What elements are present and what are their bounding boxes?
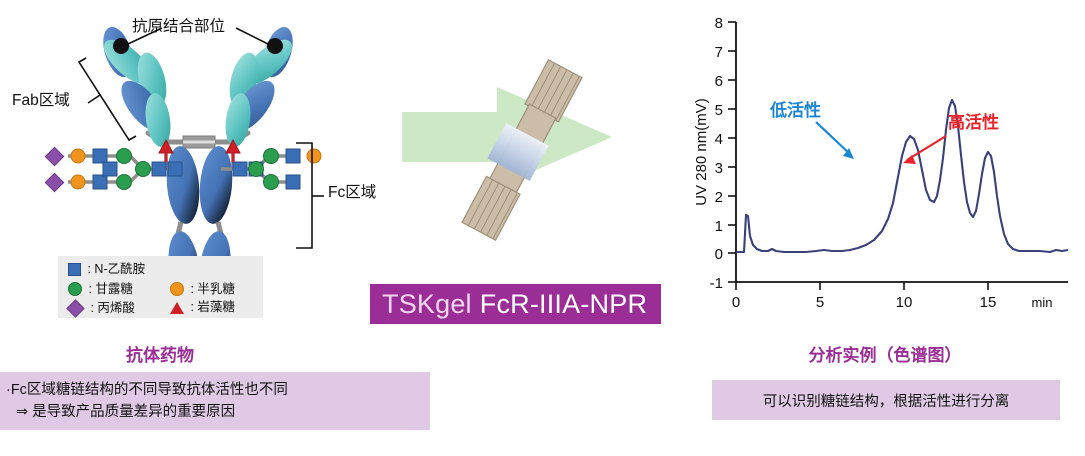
annotation-high-activity-label: 高活性 [948,112,999,132]
legend-item-n-acetyl: : N‑乙酰胺 [68,262,146,277]
legend-item-mannose: : 甘露糖 [68,282,133,296]
svg-text:2: 2 [715,189,723,206]
green-circle-icon [68,282,82,296]
chart-note-box: 可以识别糖链结构，根据活性进行分离 [712,380,1060,420]
antibody-diagram: 抗原结合部位 Fab区域 Fc区域 : N‑乙酰胺 : 甘露糖 : 半乳糖 : … [0,0,400,335]
y-axis-title: UV 280 nm(mV) [693,98,710,206]
annotation-low-activity-arrow [815,121,854,159]
legend-label: : 甘露糖 [88,281,133,296]
antigen-binding-site-label: 抗原结合部位 [132,18,226,35]
chromatogram-trace [736,98,1069,254]
fab-arm-left [103,26,171,147]
svg-text:8: 8 [715,15,723,32]
svg-text:1: 1 [715,218,723,235]
svg-text:7: 7 [715,44,723,61]
antibody-note-line-1: ·Fc区域糖链结构的不同导致抗体活性也不同 [6,382,288,398]
column-svg [402,59,612,241]
brand-product-label: FcR-IIIA-NPR [479,288,648,319]
y-axis-tick-labels: 8 7 6 5 4 3 2 1 0 -1 [710,15,723,292]
legend-item-fucose: : 岩藻糖 [170,301,235,314]
column-packing-window [487,123,549,181]
hplc-column-graphic [362,40,682,295]
legend-label: : 半乳糖 [190,281,235,296]
svg-text:0: 0 [715,246,723,263]
antigen-binding-dot-right [267,38,283,54]
svg-text:5: 5 [816,294,824,311]
svg-text:10: 10 [896,294,913,311]
column-body [461,59,583,241]
glycan-symbols-left [44,138,183,193]
svg-text:6: 6 [715,73,723,90]
glycan-symbols-right [225,138,322,190]
fc-bracket [296,142,324,249]
svg-text:5: 5 [715,102,723,119]
chart-note-text: 可以识别糖链结构，根据活性进行分离 [762,393,1010,410]
svg-text:-1: -1 [710,275,723,292]
x-axis-ticks [735,282,989,290]
y-axis-ticks [728,21,736,283]
antigen-leader-lines [127,27,269,45]
svg-text:0: 0 [732,294,740,311]
x-axis-unit-label: min [1032,295,1053,310]
product-brand-bar: TSKgel FcR-IIIA-NPR [370,284,662,324]
orange-circle-icon [170,282,184,296]
svg-text:4: 4 [715,131,723,148]
svg-text:15: 15 [980,294,997,311]
antibody-section-title: 抗体药物 [126,346,194,365]
legend-item-sialic: : 丙烯酸 [66,299,135,318]
brand-tskgel-label: TSKgel [382,288,472,319]
x-axis-tick-labels: 0 5 10 15 [732,294,997,311]
chart-axes [735,22,1068,283]
legend-label: : N‑乙酰胺 [87,262,146,277]
legend-label: : 岩藻糖 [190,300,235,315]
svg-text:3: 3 [715,160,723,177]
purple-diamond-icon [66,299,85,318]
blue-square-icon [68,263,81,277]
glycan-legend: : N‑乙酰胺 : 甘露糖 : 半乳糖 : 丙烯酸 : 岩藻糖 [58,256,263,318]
fab-bracket [77,57,137,142]
legend-item-galactose: : 半乳糖 [170,282,235,296]
annotation-high-activity-arrow [903,135,947,164]
annotation-low-activity-label: 低活性 [769,100,821,120]
legend-label: : 丙烯酸 [90,301,135,316]
fab-arm-right [225,26,293,147]
antibody-note-line-2: ⇒ 是导致产品质量差异的重要原因 [16,404,236,421]
red-triangle-icon [170,301,184,314]
fc-region-label: Fc区域 [328,184,377,201]
chart-section-title: 分析实例（色谱图） [808,346,962,365]
antibody-note-box: ·Fc区域糖链结构的不同导致抗体活性也不同 ⇒ 是导致产品质量差异的重要原因 [0,372,430,430]
fab-region-label: Fab区域 [12,92,70,109]
antigen-binding-dot-left [113,38,129,54]
